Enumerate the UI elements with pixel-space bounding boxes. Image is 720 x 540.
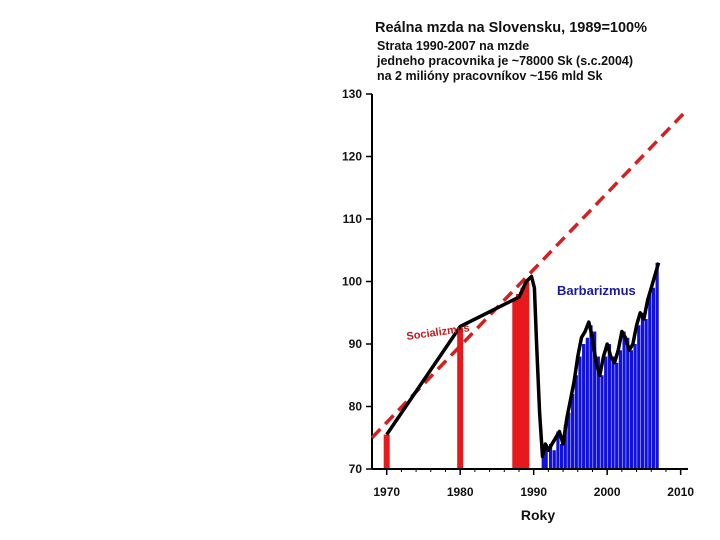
red-bar-3 <box>515 294 522 469</box>
blue-bar-18 <box>607 344 611 469</box>
y-tick-label-90: 90 <box>349 337 363 351</box>
red-bar-2 <box>512 300 519 469</box>
blue-bar-19 <box>611 356 615 469</box>
blue-bar-0 <box>541 456 545 469</box>
blue-bar-2 <box>548 444 553 469</box>
x-tick-label-1970: 1970 <box>373 485 400 499</box>
blue-bar-11 <box>582 344 586 469</box>
blue-bar-27 <box>640 312 645 469</box>
blue-bar-10 <box>578 356 582 469</box>
red-bar-5 <box>523 281 530 469</box>
blue-bar-14 <box>593 331 597 469</box>
annotation-barbarizmus: Barbarizmus <box>557 283 636 298</box>
red-bar-1 <box>457 328 464 469</box>
blue-bar-15 <box>596 356 600 469</box>
wage-line <box>385 262 661 459</box>
y-tick-label-110: 110 <box>343 212 363 226</box>
blue-bar-28 <box>644 319 648 469</box>
y-tick-label-120: 120 <box>342 150 362 164</box>
x-tick-label-1980: 1980 <box>447 485 474 499</box>
blue-bar-5 <box>560 444 564 469</box>
blue-bar-12 <box>585 337 589 469</box>
chart-subtitle-line-2: jedneho pracovnika je ~78000 Sk (s.c.200… <box>377 54 634 68</box>
chart-subtitle-line-1: Strata 1990-2007 na mzde <box>377 39 530 53</box>
axes-group <box>366 93 688 475</box>
red-bars-group <box>383 281 530 469</box>
blue-bar-22 <box>622 331 626 469</box>
blue-bar-24 <box>629 350 634 469</box>
blue-bar-25 <box>633 344 637 469</box>
blue-bars-group <box>541 262 659 469</box>
blue-bar-17 <box>604 356 608 469</box>
blue-bar-16 <box>600 375 604 469</box>
blue-bar-1 <box>544 444 548 469</box>
blue-bar-31 <box>655 262 659 469</box>
blue-bar-4 <box>556 431 560 469</box>
labels-group: 70 80 90 100 110 120 130 1970 1980 1990 2000 2010 <box>342 87 694 499</box>
x-tick-label-1990: 1990 <box>520 485 547 499</box>
lines-group <box>370 111 686 459</box>
chart-subtitle-line-3: na 2 milióny pracovníkov ~156 mld Sk <box>377 69 603 83</box>
blue-bar-9 <box>574 375 578 469</box>
blue-bar-6 <box>563 425 567 469</box>
blue-bar-7 <box>567 412 571 469</box>
chart-title: Reálna mzda na Slovensku, 1989=100% <box>375 20 648 36</box>
x-axis-title: Roky <box>521 507 555 523</box>
blue-bar-23 <box>626 337 630 469</box>
blue-bar-29 <box>648 294 652 469</box>
y-tick-label-70: 70 <box>349 462 363 476</box>
blue-bar-8 <box>571 394 575 469</box>
blue-bar-20 <box>615 362 619 469</box>
blue-bar-3 <box>552 450 556 469</box>
x-tick-label-2010: 2010 <box>667 485 694 499</box>
y-tick-label-130: 130 <box>342 87 362 101</box>
blue-bar-26 <box>637 325 641 469</box>
blue-bar-13 <box>589 325 593 469</box>
red-bar-0 <box>383 434 390 469</box>
y-tick-label-80: 80 <box>349 400 363 414</box>
y-tick-label-100: 100 <box>342 275 362 289</box>
blue-bar-21 <box>618 350 622 469</box>
blue-bar-30 <box>651 287 656 469</box>
x-tick-label-2000: 2000 <box>594 485 621 499</box>
